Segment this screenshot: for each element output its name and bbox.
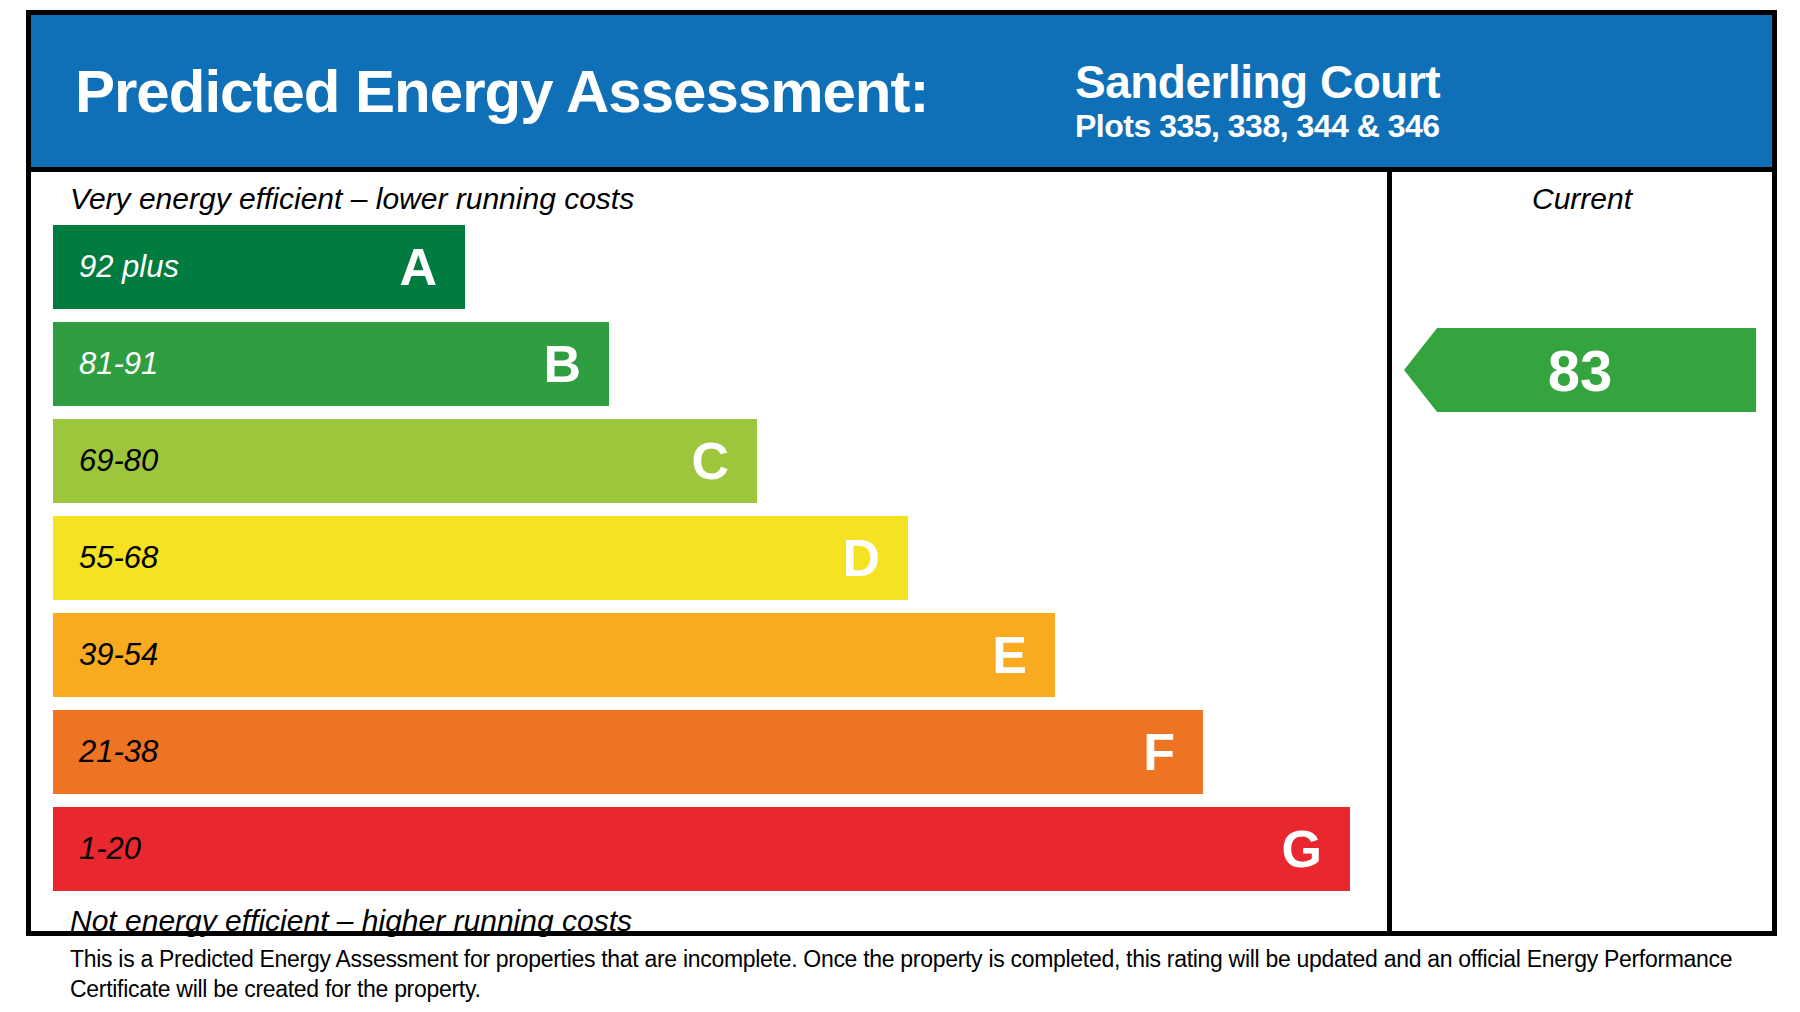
band-letter: C bbox=[691, 435, 729, 487]
current-rating-column: Current 83 bbox=[1392, 172, 1772, 931]
predicted-energy-assessment-document: Predicted Energy Assessment: Sanderling … bbox=[0, 0, 1800, 1012]
header-banner: Predicted Energy Assessment: Sanderling … bbox=[31, 15, 1772, 172]
band-letter: F bbox=[1143, 726, 1175, 778]
top-caption: Very energy efficient – lower running co… bbox=[70, 182, 1387, 216]
chart-content: Very energy efficient – lower running co… bbox=[31, 172, 1772, 931]
rating-band-e: 39-54 E bbox=[53, 613, 1055, 697]
rating-band-g: 1-20 G bbox=[53, 807, 1350, 891]
band-range-label: 92 plus bbox=[79, 249, 179, 285]
current-column-header: Current bbox=[1392, 182, 1772, 216]
footer-line-2: Certificate will be created for the prop… bbox=[70, 974, 1750, 1004]
property-plots: Plots 335, 338, 344 & 346 bbox=[1075, 107, 1440, 145]
footer-note: This is a Predicted Energy Assessment fo… bbox=[70, 944, 1750, 1004]
band-range-label: 21-38 bbox=[79, 734, 158, 770]
rating-band-a: 92 plus A bbox=[53, 225, 465, 309]
band-letter: E bbox=[992, 629, 1027, 681]
rating-bands: 92 plus A 81-91 B 69-80 C 55-68 D 39-54 E 21-38 F 1-… bbox=[53, 225, 1387, 891]
rating-band-c: 69-80 C bbox=[53, 419, 757, 503]
footer-line-1: This is a Predicted Energy Assessment fo… bbox=[70, 944, 1750, 974]
bottom-caption: Not energy efficient – higher running co… bbox=[70, 904, 1387, 938]
band-letter: G bbox=[1282, 823, 1322, 875]
rating-scale-column: Very energy efficient – lower running co… bbox=[31, 172, 1387, 931]
band-range-label: 81-91 bbox=[79, 346, 158, 382]
rating-band-b: 81-91 B bbox=[53, 322, 609, 406]
current-rating-arrow: 83 bbox=[1404, 328, 1756, 412]
band-range-label: 55-68 bbox=[79, 540, 158, 576]
band-letter: A bbox=[399, 241, 437, 293]
property-name: Sanderling Court bbox=[1075, 57, 1440, 107]
band-range-label: 1-20 bbox=[79, 831, 141, 867]
rating-band-d: 55-68 D bbox=[53, 516, 908, 600]
document-title: Predicted Energy Assessment: bbox=[75, 57, 928, 126]
band-letter: D bbox=[842, 532, 880, 584]
band-range-label: 69-80 bbox=[79, 443, 158, 479]
rating-band-f: 21-38 F bbox=[53, 710, 1203, 794]
band-range-label: 39-54 bbox=[79, 637, 158, 673]
epc-chart-frame: Predicted Energy Assessment: Sanderling … bbox=[26, 10, 1777, 936]
current-rating-value: 83 bbox=[1548, 337, 1613, 404]
band-letter: B bbox=[543, 338, 581, 390]
property-info: Sanderling Court Plots 335, 338, 344 & 3… bbox=[1075, 57, 1440, 145]
